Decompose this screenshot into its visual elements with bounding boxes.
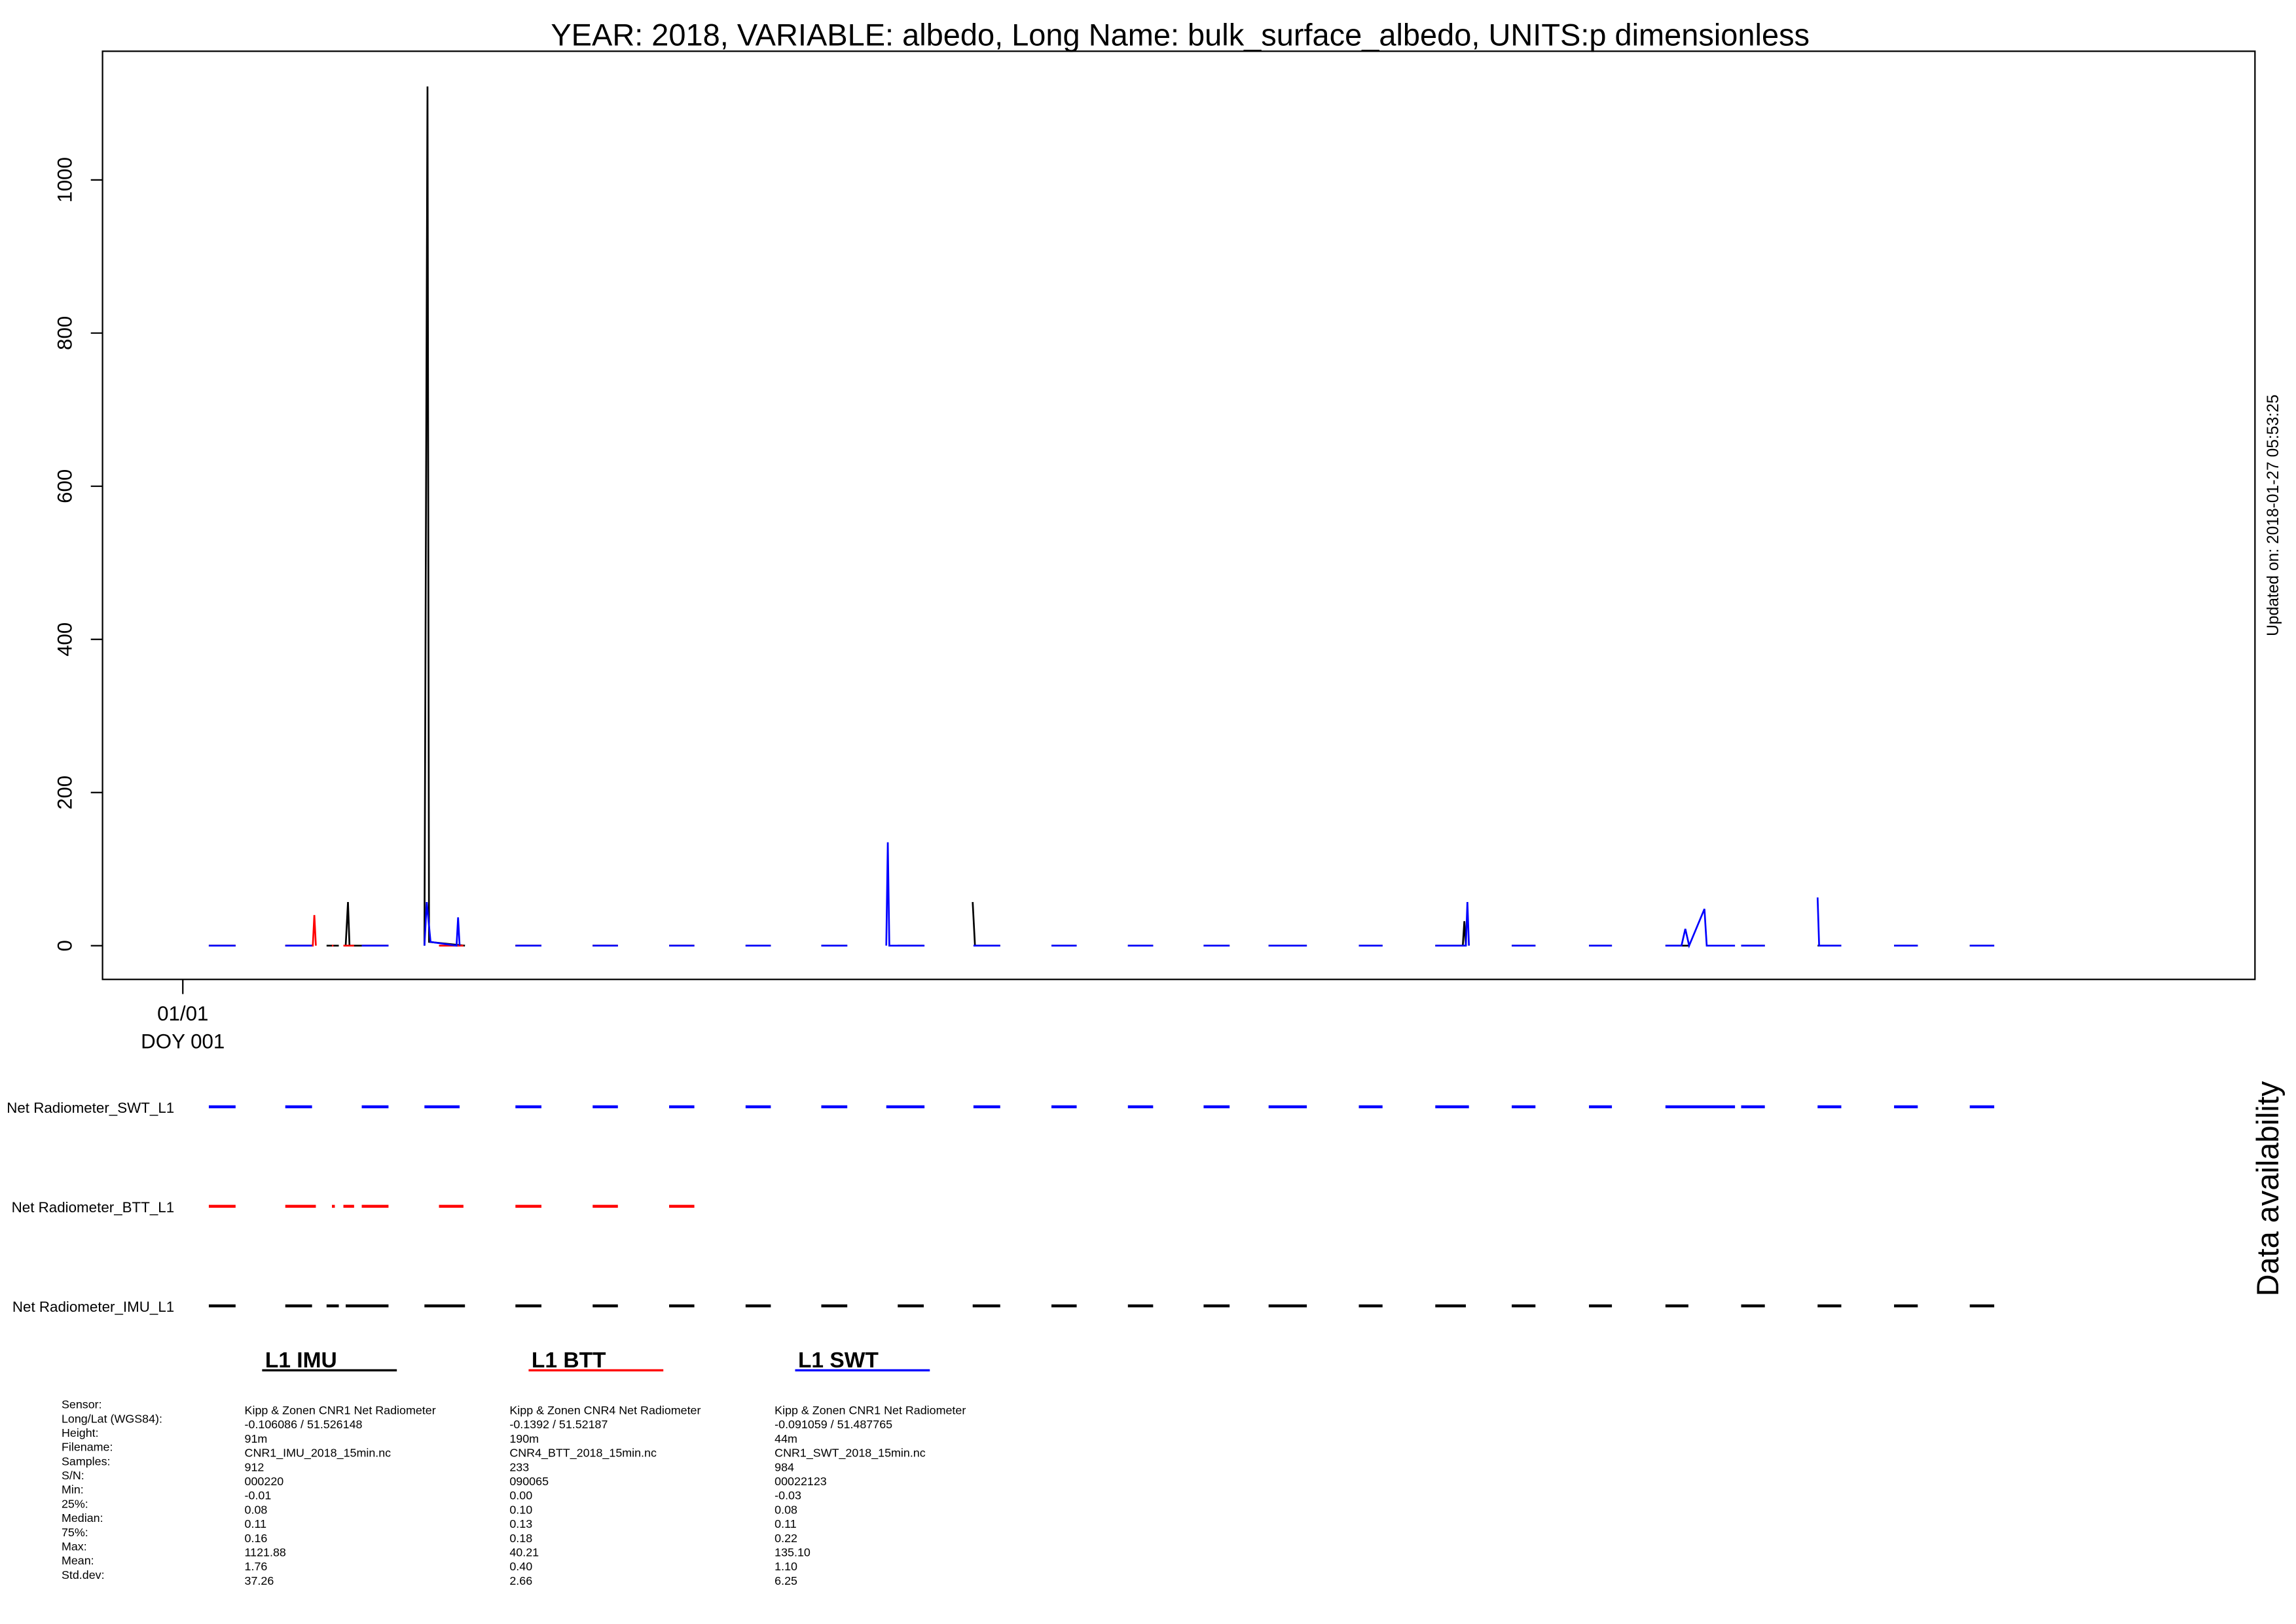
stats-value: 0.22 — [774, 1532, 797, 1545]
stats-value: Kipp & Zonen CNR1 Net Radiometer — [245, 1404, 436, 1417]
data-line — [208, 914, 695, 947]
stats-value: 0.18 — [509, 1532, 532, 1545]
stats-value: 0.00 — [509, 1489, 532, 1502]
plot-frame — [101, 50, 2256, 981]
stats-value: Kipp & Zonen CNR1 Net Radiometer — [774, 1404, 966, 1417]
stats-value: -0.01 — [245, 1489, 272, 1502]
stats-value: 0.08 — [245, 1503, 268, 1516]
stats-value: 0.11 — [774, 1517, 797, 1530]
chart-title: YEAR: 2018, VARIABLE: albedo, Long Name:… — [551, 17, 1810, 52]
stats-label: Samples: — [62, 1454, 111, 1468]
stats-value: 0.16 — [245, 1532, 268, 1545]
stats-value: -0.106086 / 51.526148 — [245, 1418, 363, 1431]
stats-label: Filename: — [62, 1441, 113, 1454]
stats-value: 1121.88 — [245, 1545, 286, 1559]
stats-value: 0.40 — [509, 1560, 532, 1573]
availability-title: Data availability — [2250, 1081, 2285, 1296]
stats-value: 1.10 — [774, 1560, 797, 1573]
stats-value: 233 — [509, 1460, 529, 1473]
stats-label: Long/Lat (WGS84): — [62, 1412, 162, 1425]
x-tick-label: 01/01 DOY 001 — [141, 1002, 225, 1053]
stats-value: CNR1_IMU_2018_15min.nc — [245, 1447, 392, 1460]
legend-label: L1 IMU — [265, 1348, 337, 1373]
legend-label: L1 BTT — [532, 1348, 606, 1373]
stats-value: 912 — [245, 1460, 264, 1473]
y-tick-label: 400 — [54, 623, 77, 657]
stats-label: 75%: — [62, 1526, 88, 1539]
y-tick-label: 200 — [54, 776, 77, 810]
stats-value: 6.25 — [774, 1574, 797, 1587]
stats-value: 090065 — [509, 1475, 549, 1488]
stats-value: 0.10 — [509, 1503, 532, 1516]
stats-value: CNR4_BTT_2018_15min.nc — [509, 1447, 657, 1460]
data-line — [208, 86, 1995, 947]
stats-label: 25%: — [62, 1497, 88, 1510]
stats-value: 984 — [774, 1460, 794, 1473]
stats-value: -0.03 — [774, 1489, 801, 1502]
availability-label: Net Radiometer_IMU_L1 — [12, 1299, 174, 1315]
stats-value: -0.1392 / 51.52187 — [509, 1418, 608, 1431]
stats-value: 40.21 — [509, 1545, 539, 1559]
stats-value: 190m — [509, 1432, 539, 1445]
stats-label: Mean: — [62, 1554, 94, 1567]
stats-label: Max: — [62, 1540, 87, 1553]
y-tick-label: 0 — [54, 940, 77, 951]
stats-value: 37.26 — [245, 1574, 274, 1587]
y-tick-label: 1000 — [54, 157, 77, 203]
stats-value: -0.091059 / 51.487765 — [774, 1418, 892, 1431]
legend-label: L1 SWT — [798, 1348, 879, 1373]
stats-value: 1.76 — [245, 1560, 268, 1573]
stats-value: 00022123 — [774, 1475, 827, 1488]
stats-value: 0.08 — [774, 1503, 797, 1516]
stats-label: Sensor: — [62, 1398, 102, 1411]
stats-label: Min: — [62, 1483, 84, 1496]
y-tick-label: 800 — [54, 316, 77, 350]
stats-label: Median: — [62, 1511, 103, 1525]
stats-value: Kipp & Zonen CNR4 Net Radiometer — [509, 1404, 701, 1417]
updated-note: Updated on: 2018-01-27 05:53:25 — [2265, 395, 2282, 636]
data-line — [208, 842, 1995, 949]
stats-label: Height: — [62, 1426, 99, 1439]
stats-value: 0.11 — [245, 1517, 267, 1530]
stats-value: 44m — [774, 1432, 797, 1445]
availability-label: Net Radiometer_SWT_L1 — [7, 1100, 174, 1116]
stats-value: 135.10 — [774, 1545, 811, 1559]
stats-label: S/N: — [62, 1469, 84, 1482]
stats-value: CNR1_SWT_2018_15min.nc — [774, 1447, 926, 1460]
y-tick-label: 600 — [54, 469, 77, 503]
stats-value: 91m — [245, 1432, 268, 1445]
stats-value: 2.66 — [509, 1574, 532, 1587]
stats-label: Std.dev: — [62, 1568, 105, 1581]
availability-label: Net Radiometer_BTT_L1 — [12, 1199, 175, 1216]
stats-value: 000220 — [245, 1475, 284, 1488]
stats-value: 0.13 — [509, 1517, 532, 1530]
